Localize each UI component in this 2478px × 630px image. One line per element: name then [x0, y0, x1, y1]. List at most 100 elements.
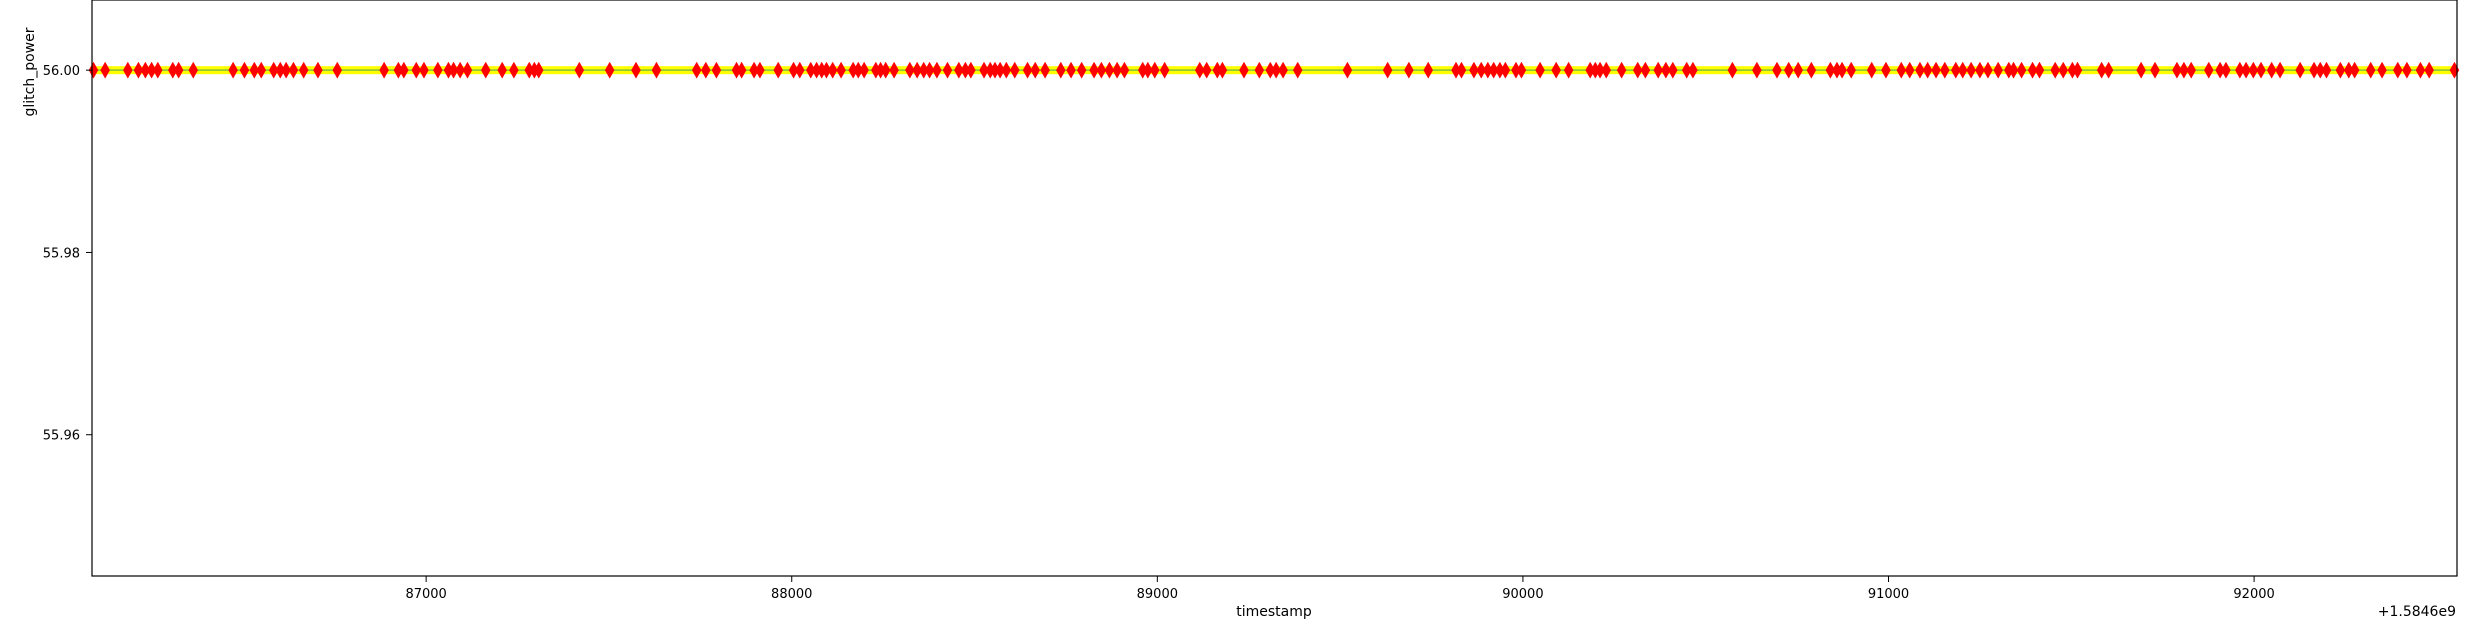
data-point-marker [1601, 61, 1612, 79]
data-point-marker [2415, 61, 2426, 79]
data-point-marker [123, 61, 133, 79]
data-point-marker [288, 61, 299, 79]
data-point-marker [1881, 61, 1891, 79]
x-tick-label: 92000 [2233, 587, 2274, 602]
data-point-marker [1001, 61, 1012, 79]
data-point-marker [2172, 61, 2182, 79]
data-point-marker [574, 61, 585, 79]
data-point-marker [228, 61, 238, 79]
data-point-marker [2392, 61, 2403, 79]
data-point-marker [1500, 61, 1511, 79]
data-point-marker [1149, 61, 1160, 79]
data-point-marker [2016, 61, 2027, 79]
data-point-marker [1688, 61, 1698, 79]
data-point-marker [1423, 61, 1434, 79]
data-point-marker [859, 61, 869, 79]
data-point-marker [1940, 61, 1950, 79]
data-point-marker [1342, 61, 1353, 79]
data-point-marker [1254, 61, 1265, 79]
axes [91, 0, 2458, 577]
data-point-marker [455, 61, 465, 79]
data-point-marker [1119, 61, 1130, 79]
data-point-marker [88, 61, 99, 79]
data-point-marker [332, 61, 343, 79]
data-point-marker [1056, 61, 1066, 79]
data-point-marker [905, 61, 915, 79]
data-point-marker [1278, 61, 1288, 79]
x-axis-ticks: 87000 88000 89000 90000 91000 92000 [405, 576, 2275, 602]
data-point-marker [827, 61, 838, 79]
y-tick-label: 55.98 [43, 246, 80, 261]
data-point-marker [1076, 61, 1087, 79]
data-point-marker [1217, 61, 1228, 79]
data-point-marker [1159, 61, 1170, 79]
data-point-marker [239, 61, 250, 79]
data-point-marker [2248, 61, 2259, 79]
data-point-marker [701, 61, 711, 79]
data-point-marker [2050, 61, 2061, 79]
data-point-marker [1469, 61, 1479, 79]
data-point-marker [1104, 61, 1115, 79]
data-point-marker [1040, 61, 1050, 79]
data-point-marker [1825, 61, 1836, 79]
data-point-marker [2321, 61, 2332, 79]
data-point-marker [379, 61, 389, 79]
data-point-marker [433, 61, 443, 79]
data-point-marker [399, 61, 409, 79]
data-point-marker [2424, 61, 2435, 79]
data-point-marker [153, 61, 163, 79]
data-point-marker [2027, 61, 2038, 79]
data-point-marker [173, 61, 184, 79]
data-point-marker [2058, 61, 2069, 79]
data-point-marker [755, 61, 765, 79]
data-point-marker [2072, 61, 2083, 79]
x-axis-label: timestamp [1236, 604, 1312, 620]
x-tick-label: 90000 [1502, 587, 1543, 602]
data-point-marker [2402, 61, 2412, 79]
data-point-marker [651, 61, 662, 79]
data-point-marker [966, 61, 976, 79]
data-point-marker [1271, 61, 1281, 79]
data-point-marker [1915, 61, 1925, 79]
data-point-marker [1030, 61, 1041, 79]
data-point-marker [411, 61, 422, 79]
data-point-marker [1476, 61, 1487, 79]
data-point-marker [2377, 61, 2387, 79]
data-point-marker [1089, 61, 1099, 79]
data-point-marker [2150, 61, 2160, 79]
data-point-marker [2241, 61, 2251, 79]
data-point-marker [1022, 61, 1033, 79]
data-point-marker [2103, 61, 2114, 79]
data-point-marker [462, 61, 473, 79]
data-point-marker [1516, 61, 1527, 79]
data-point-marker [1194, 61, 1205, 79]
data-point-marker [1806, 61, 1817, 79]
x-tick-label: 87000 [405, 587, 446, 602]
data-point-marker [509, 61, 519, 79]
data-point-marker [889, 61, 899, 79]
x-tick-label: 91000 [1868, 587, 1909, 602]
data-point-marker [1896, 61, 1907, 79]
data-point-marker [1993, 61, 2003, 79]
data-point-marker [2295, 61, 2305, 79]
data-point-marker [880, 61, 891, 79]
data-point-marker [1957, 61, 1968, 79]
data-point-marker [2008, 61, 2019, 79]
data-point-marker [932, 61, 942, 79]
data-point-marker [1983, 61, 1993, 79]
data-point-marker [604, 61, 615, 79]
data-point-marker [1292, 61, 1303, 79]
data-point-marker [1975, 61, 1985, 79]
data-point-marker [2275, 61, 2285, 79]
data-point-marker [1783, 61, 1794, 79]
data-point-marker [836, 61, 846, 79]
data-point-marker [773, 61, 783, 79]
axes-frame [91, 0, 2458, 577]
data-point-marker [298, 61, 309, 79]
data-point-marker [2179, 61, 2189, 79]
data-point-marker [1563, 61, 1574, 79]
y-axis-label: glitch_power [22, 27, 38, 116]
